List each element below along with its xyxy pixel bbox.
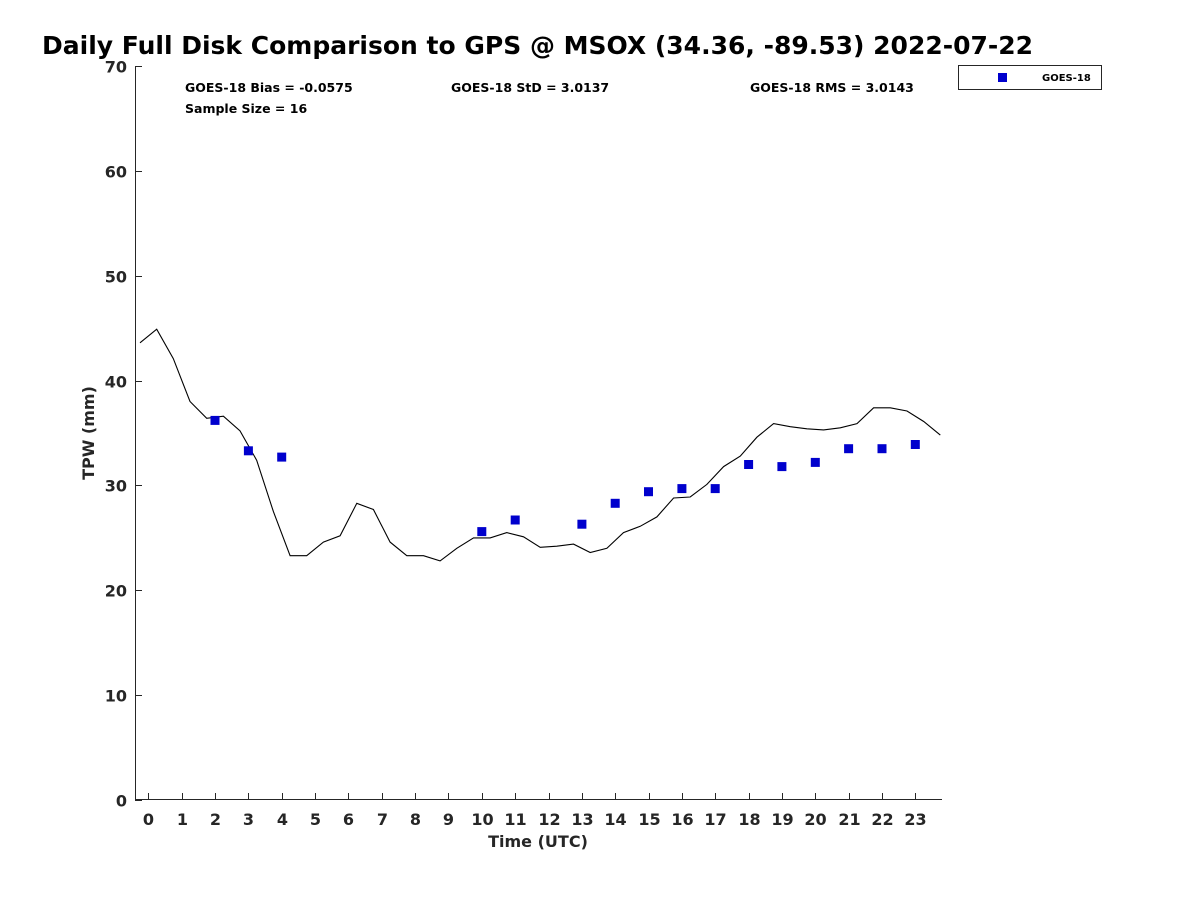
x-tick-label: 17 xyxy=(704,810,726,829)
y-tick-label: 70 xyxy=(105,58,127,77)
goes18-point xyxy=(210,415,220,425)
x-tick-label: 20 xyxy=(804,810,826,829)
stats-annotations: GOES-18 Bias = -0.0575 GOES-18 StD = 3.0… xyxy=(185,80,914,116)
x-tick-label: 3 xyxy=(243,810,254,829)
x-tick-label: 11 xyxy=(504,810,526,829)
legend-marker xyxy=(998,73,1007,82)
x-tick-label: 12 xyxy=(538,810,560,829)
goes18-point xyxy=(910,440,920,449)
goes18-point xyxy=(510,515,520,525)
x-tick-label: 22 xyxy=(871,810,893,829)
goes18-point xyxy=(677,484,687,494)
axes xyxy=(135,66,942,800)
std-stat: GOES-18 StD = 3.0137 xyxy=(451,80,609,95)
y-tick-label: 60 xyxy=(105,163,127,182)
y-tick-label: 30 xyxy=(105,477,127,496)
y-ticks: 0 10 20 30 40 50 60 70 xyxy=(105,58,142,811)
x-tick-label: 8 xyxy=(410,810,421,829)
legend-box xyxy=(958,65,1102,90)
chart-title: Daily Full Disk Comparison to GPS @ MSOX… xyxy=(42,31,1033,60)
gps-series-line xyxy=(139,328,941,562)
y-tick-label: 20 xyxy=(105,582,127,601)
goes18-point xyxy=(277,452,287,462)
goes18-point xyxy=(644,487,653,497)
y-tick-label: 0 xyxy=(116,792,127,811)
goes18-point xyxy=(243,446,253,456)
x-tick-label: 19 xyxy=(771,810,793,829)
rms-stat: GOES-18 RMS = 3.0143 xyxy=(750,80,914,95)
legend-label: GOES-18 xyxy=(1042,73,1091,84)
goes18-point xyxy=(577,519,587,529)
x-tick-label: 4 xyxy=(277,810,288,829)
y-axis-label: TPW (mm) xyxy=(79,386,98,480)
x-tick-label: 10 xyxy=(471,810,493,829)
x-tick-label: 6 xyxy=(343,810,354,829)
x-tick-label: 1 xyxy=(177,810,188,829)
x-tick-label: 23 xyxy=(904,810,926,829)
x-tick-label: 13 xyxy=(571,810,593,829)
goes18-markers xyxy=(210,415,920,537)
goes18-point xyxy=(744,460,754,469)
goes18-point xyxy=(710,484,720,494)
x-tick-label: 14 xyxy=(604,810,626,829)
x-tick-label: 5 xyxy=(310,810,321,829)
goes18-point xyxy=(844,444,854,454)
x-tick-label: 15 xyxy=(638,810,660,829)
x-tick-label: 21 xyxy=(838,810,860,829)
x-tick-label: 2 xyxy=(210,810,221,829)
x-tick-label: 7 xyxy=(377,810,388,829)
y-tick-label: 40 xyxy=(105,373,127,392)
x-axis-label: Time (UTC) xyxy=(488,832,588,851)
y-tick-label: 10 xyxy=(105,687,127,706)
x-tick-label: 16 xyxy=(671,810,693,829)
legend: GOES-18 xyxy=(958,65,1102,90)
goes18-point xyxy=(810,457,820,467)
x-tick-label: 9 xyxy=(443,810,454,829)
x-tick-label: 18 xyxy=(738,810,760,829)
goes18-point xyxy=(477,527,487,537)
sample-size-stat: Sample Size = 16 xyxy=(185,101,307,116)
goes18-point xyxy=(877,444,887,454)
y-tick-label: 50 xyxy=(105,268,127,287)
bias-stat: GOES-18 Bias = -0.0575 xyxy=(185,80,353,95)
goes18-point xyxy=(610,498,620,508)
x-tick-label: 0 xyxy=(143,810,154,829)
goes18-point xyxy=(777,462,787,472)
x-ticks: 0 1 2 3 4 5 6 7 8 9 10 11 12 13 14 15 16 17 18 19 20 21 22 23 xyxy=(143,793,927,829)
